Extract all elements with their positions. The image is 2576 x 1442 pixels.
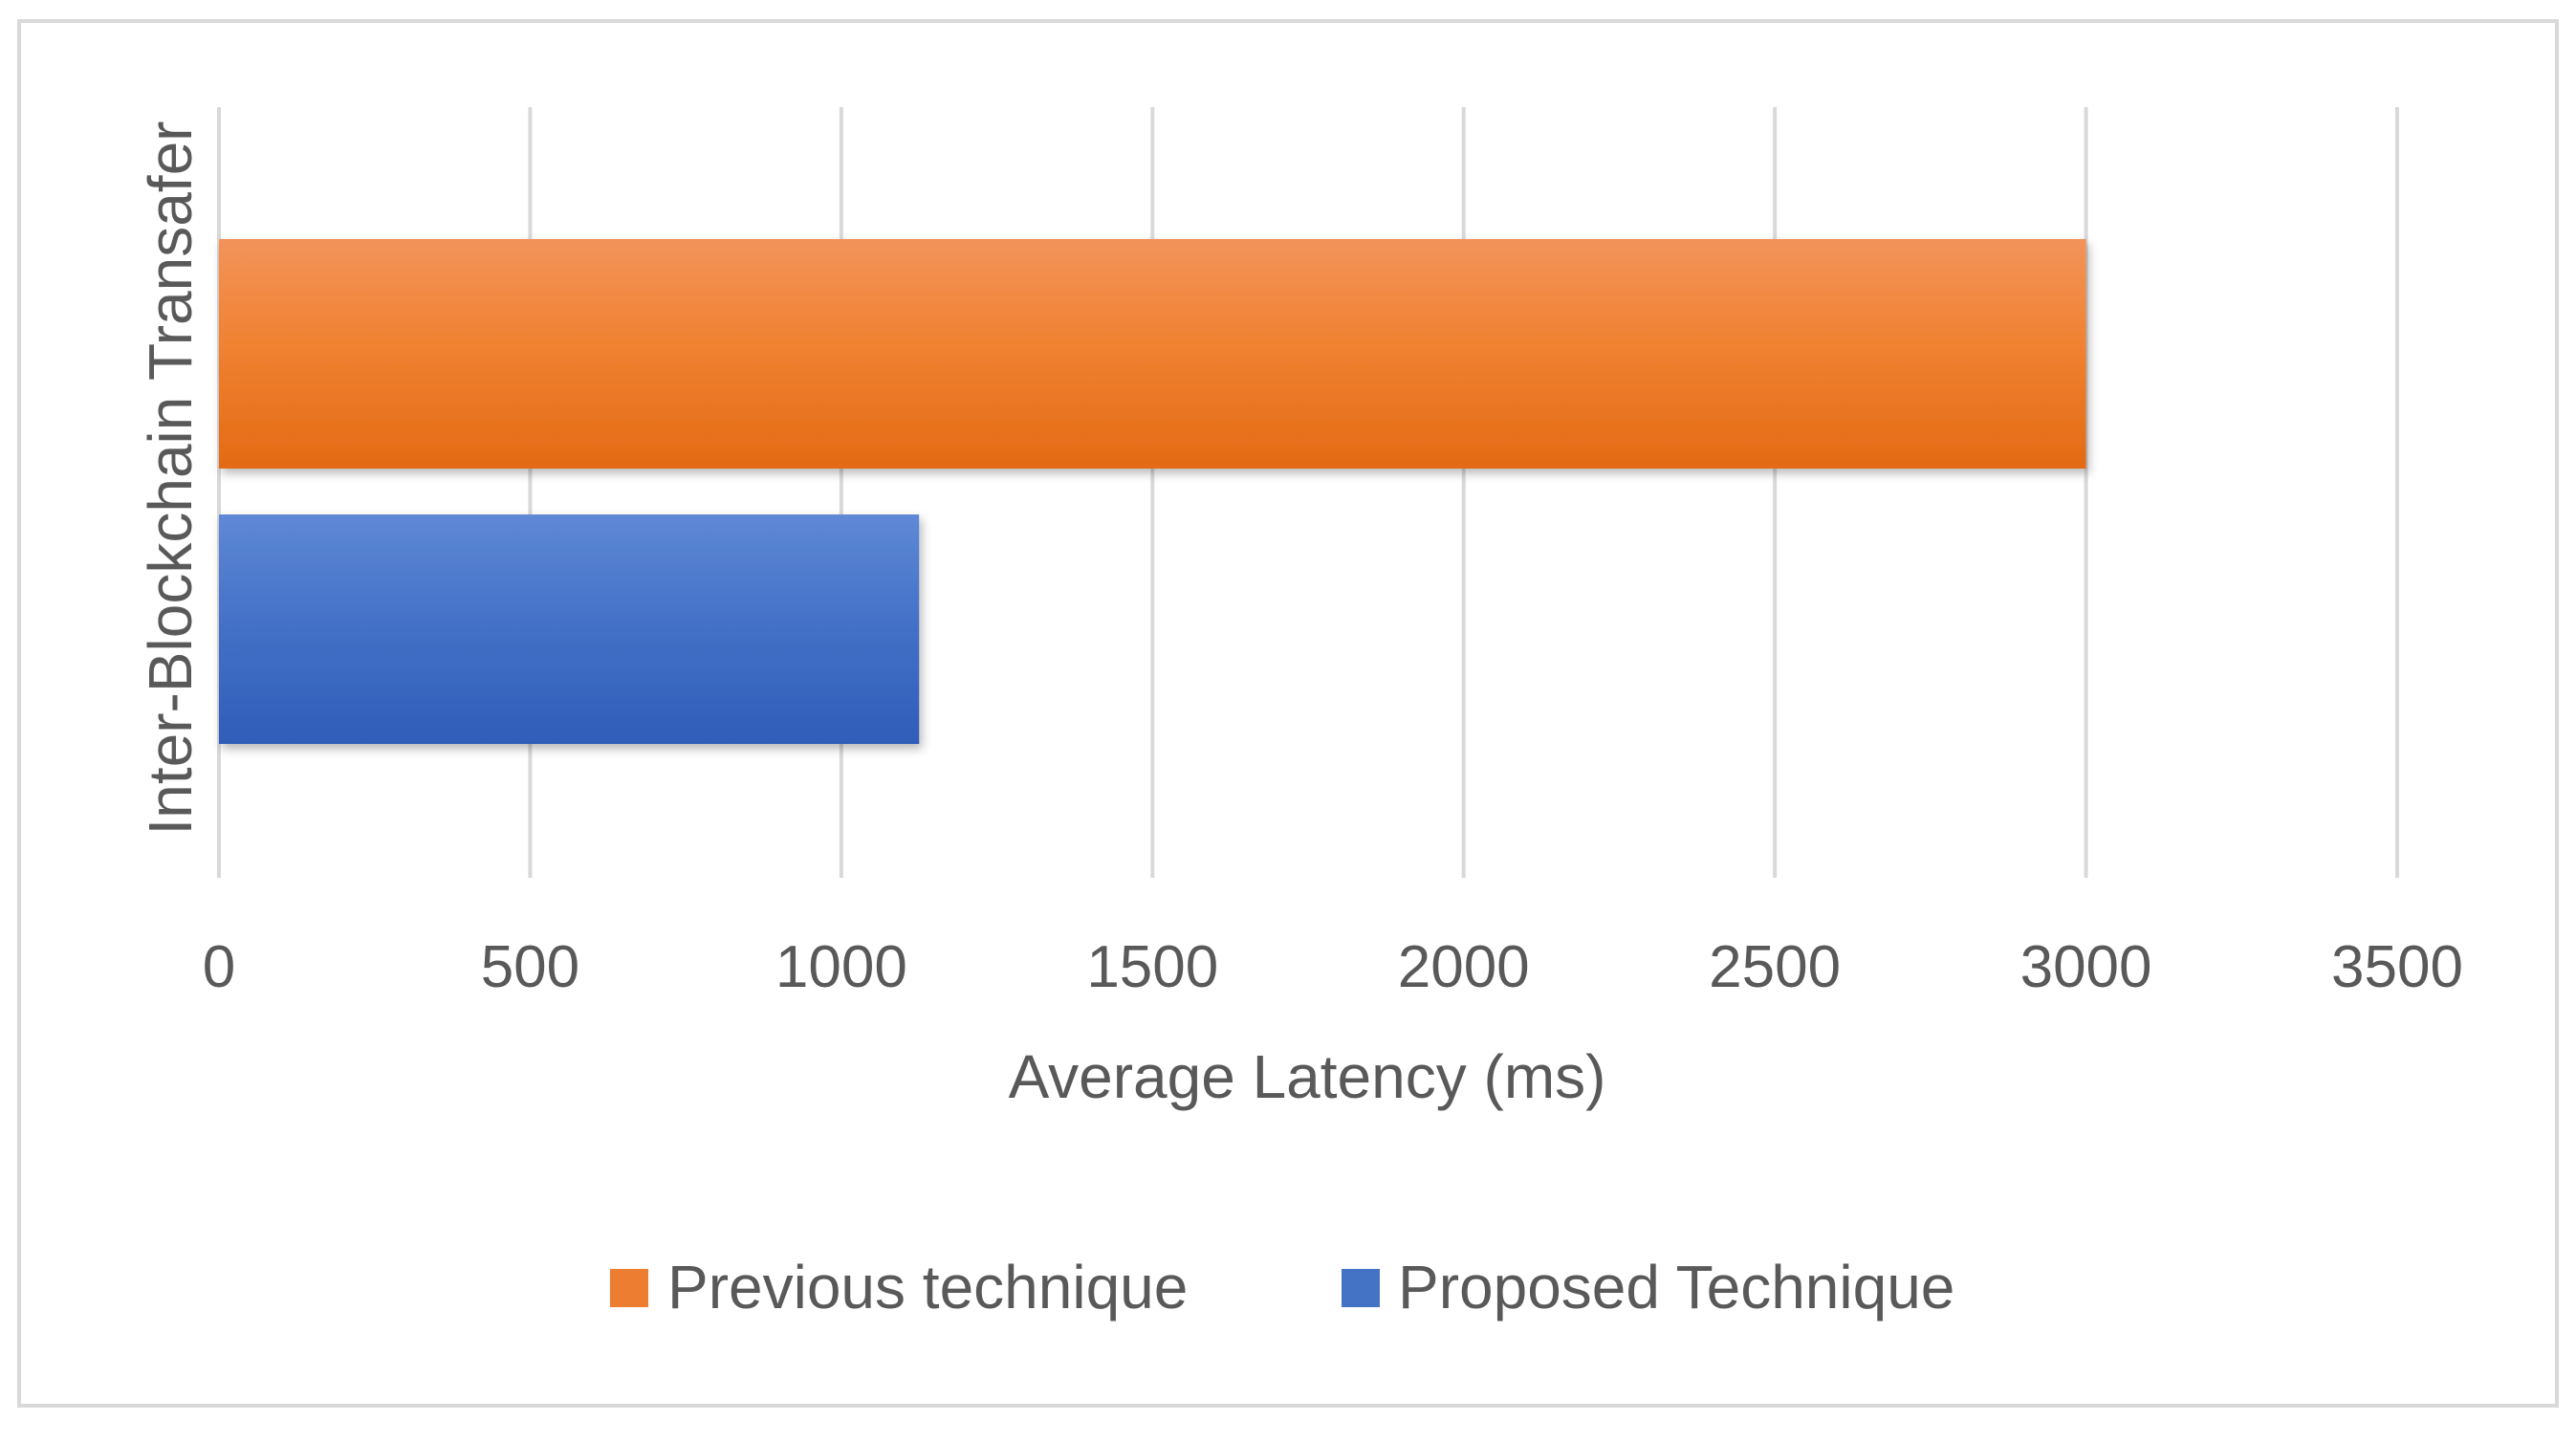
x-tick-label: 3500: [2331, 934, 2463, 1000]
legend-swatch: [610, 1269, 648, 1307]
bar-proposed-technique: [219, 514, 920, 744]
legend-item: Proposed Technique: [1342, 1253, 1954, 1322]
gridlines: [217, 107, 2399, 878]
y-category-label: Inter-Blockchain Transafer: [136, 121, 205, 836]
x-tick-label: 1500: [1086, 934, 1218, 1000]
x-tick-label: 0: [203, 934, 235, 1000]
x-tick-label: 2000: [1398, 934, 1530, 1000]
x-tick-label: 2500: [1709, 934, 1841, 1000]
x-tick-label: 3000: [2020, 934, 2152, 1000]
legend: Previous technique Proposed Technique: [610, 1253, 1954, 1322]
legend-label: Previous technique: [667, 1253, 1188, 1322]
bar-previous-technique: [219, 239, 2086, 469]
legend-item: Previous technique: [610, 1253, 1188, 1322]
x-tick-label: 500: [481, 934, 579, 1000]
legend-swatch: [1342, 1269, 1380, 1307]
x-tick-label: 1000: [775, 934, 907, 1000]
legend-label: Proposed Technique: [1398, 1253, 1954, 1322]
x-tick-labels: 0 500 1000 1500 2000 2500 3000 3500: [203, 934, 2463, 1000]
x-axis-label: Average Latency (ms): [1009, 1042, 1606, 1111]
bars: [219, 239, 2086, 744]
